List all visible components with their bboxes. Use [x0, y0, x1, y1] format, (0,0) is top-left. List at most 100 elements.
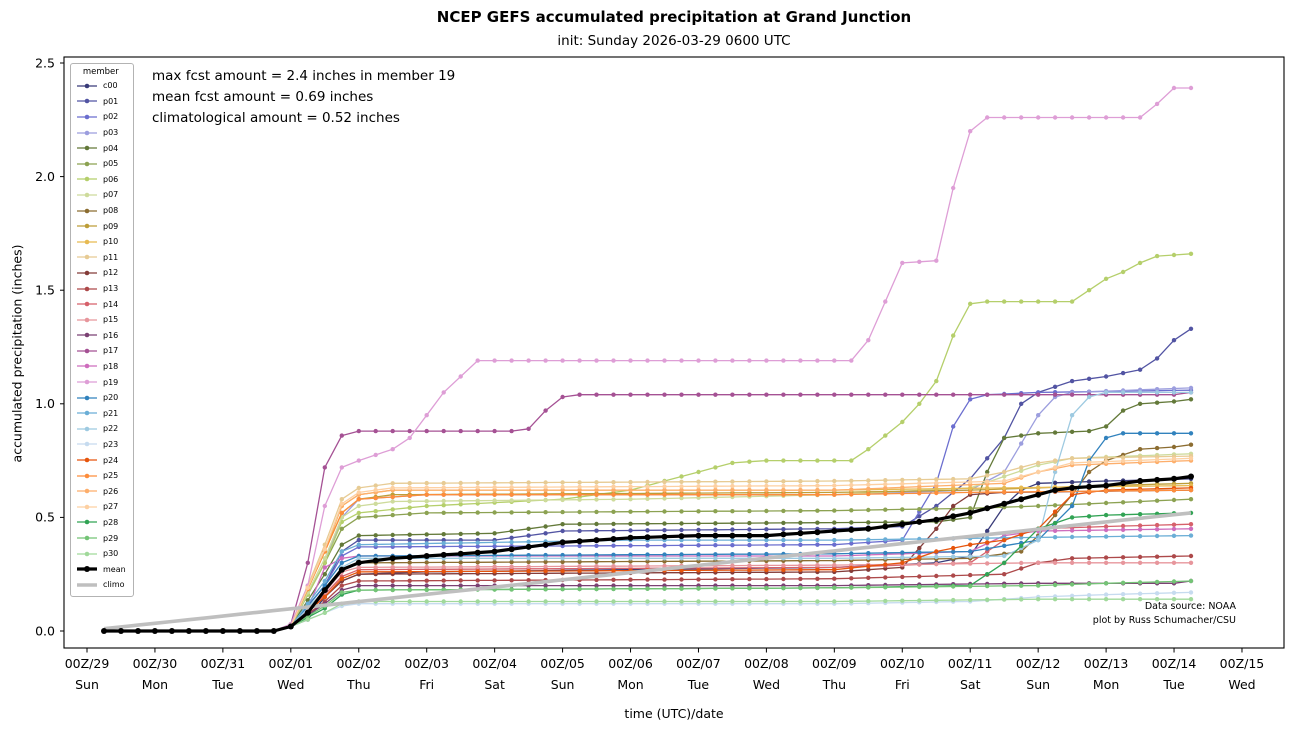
legend-label: p05 [103, 159, 119, 169]
legend-label: p27 [103, 502, 119, 512]
legend-swatch-p28 [77, 520, 97, 525]
legend-item-p11: p11 [76, 250, 126, 266]
legend-item-p27: p27 [76, 499, 126, 515]
legend-item-p14: p14 [76, 296, 126, 312]
legend-item-p12: p12 [76, 265, 126, 281]
legend-item-p23: p23 [76, 437, 126, 453]
x-tick-label: 00Z/08 [744, 656, 789, 671]
x-tick-label: 00Z/13 [1084, 656, 1129, 671]
x-tick-label: 00Z/15 [1220, 656, 1265, 671]
legend-label: p17 [103, 346, 119, 356]
x-axis-label: time (UTC)/date [624, 706, 724, 721]
legend-label: p09 [103, 221, 119, 231]
legend-item-climo: climo [76, 577, 126, 593]
legend-swatch-p26 [77, 488, 97, 494]
y-tick-label: 2.5 [35, 55, 55, 70]
legend-label: climo [103, 580, 125, 590]
legend-item-p30: p30 [76, 546, 126, 562]
legend-swatch-p15 [77, 317, 97, 323]
x-tick-dow: Sun [75, 677, 99, 692]
y-tick-label: 0.0 [35, 623, 55, 638]
x-tick-label: 00Z/29 [65, 656, 110, 671]
x-tick-dow: Wed [277, 677, 304, 692]
legend-item-p15: p15 [76, 312, 126, 328]
legend-label: p29 [103, 533, 119, 543]
chart-title: NCEP GEFS accumulated precipitation at G… [436, 8, 912, 26]
x-tick-dow: Tue [1162, 677, 1185, 692]
legend-label: p20 [103, 393, 119, 403]
legend-label: p07 [103, 190, 119, 200]
x-tick-dow: Fri [419, 677, 434, 692]
legend-label: p18 [103, 361, 119, 371]
legend-label: p14 [103, 299, 119, 309]
legend-swatch-p03 [77, 130, 97, 135]
x-tick-dow: Mon [617, 677, 643, 692]
legend-item-p10: p10 [76, 234, 126, 250]
legend-swatch-p16 [77, 332, 97, 338]
x-tick-label: 00Z/11 [948, 656, 993, 671]
legend-swatch-p04 [77, 145, 97, 151]
x-tick-label: 00Z/07 [676, 656, 721, 671]
legend-swatch-p08 [77, 208, 97, 213]
legend-item-p01: p01 [76, 94, 126, 110]
x-tick-label: 00Z/14 [1152, 656, 1197, 671]
y-axis-label: accumulated precipitation (inches) [9, 244, 25, 463]
y-tick-label: 0.5 [35, 510, 55, 525]
legend-swatch-p25 [77, 473, 97, 478]
legend-swatch-p23 [77, 442, 97, 447]
legend-swatch-p30 [77, 551, 97, 556]
plot-credit-text: plot by Russ Schumacher/CSU [1092, 615, 1236, 626]
legend-label: p30 [103, 549, 119, 559]
legend-label: p12 [103, 268, 119, 278]
x-tick-dow: Thu [822, 677, 846, 692]
legend-swatch-p11 [77, 255, 97, 260]
x-tick-label: 00Z/01 [269, 656, 314, 671]
legend-label: p28 [103, 517, 119, 527]
credits: Data source: NOAA plot by Russ Schumache… [1093, 600, 1236, 628]
legend-item-p18: p18 [76, 359, 126, 375]
legend-item-p05: p05 [76, 156, 126, 172]
legend-item-p03: p03 [76, 125, 126, 141]
x-tick-label: 00Z/04 [472, 656, 517, 671]
x-tick-dow: Mon [1093, 677, 1119, 692]
legend-swatch-p13 [77, 286, 97, 291]
legend: member c00 p01 p02 p03 p04 p05 p06 p07 p08 p09 p10… [70, 63, 134, 597]
legend-label: mean [103, 564, 126, 574]
x-tick-dow: Sun [551, 677, 575, 692]
legend-swatch-p19 [77, 379, 97, 385]
legend-swatch-climo [77, 583, 97, 587]
legend-item-mean: mean [76, 561, 126, 577]
legend-swatch-c00 [77, 83, 97, 89]
climo-amount-text: climatological amount = 0.52 inches [152, 110, 400, 126]
legend-label: p04 [103, 143, 119, 153]
legend-label: p16 [103, 330, 119, 340]
legend-swatch-p14 [77, 301, 97, 307]
legend-item-p09: p09 [76, 218, 126, 234]
x-tick-label: 00Z/02 [336, 656, 381, 671]
data-source-text: Data source: NOAA [1144, 601, 1236, 612]
y-tick-label: 1.5 [35, 283, 55, 298]
legend-swatch-p27 [77, 504, 97, 510]
legend-item-p25: p25 [76, 468, 126, 484]
legend-item-p21: p21 [76, 405, 126, 421]
x-tick-dow: Fri [895, 677, 910, 692]
legend-swatch-p07 [77, 192, 97, 198]
x-tick-dow: Wed [1228, 677, 1255, 692]
legend-item-p29: p29 [76, 530, 126, 546]
legend-item-p17: p17 [76, 343, 126, 359]
legend-swatch-p06 [77, 177, 97, 182]
y-tick-label: 1.0 [35, 396, 55, 411]
legend-label: p03 [103, 128, 119, 138]
x-tick-dow: Mon [142, 677, 168, 692]
plot-frame [63, 56, 1285, 649]
x-tick-label: 00Z/30 [133, 656, 178, 671]
legend-swatch-p21 [77, 410, 97, 416]
legend-item-p02: p02 [76, 109, 126, 125]
legend-swatch-p17 [77, 348, 97, 354]
legend-item-p04: p04 [76, 140, 126, 156]
legend-item-p20: p20 [76, 390, 126, 406]
legend-item-p08: p08 [76, 203, 126, 219]
legend-label: p06 [103, 174, 119, 184]
legend-label: p24 [103, 455, 119, 465]
